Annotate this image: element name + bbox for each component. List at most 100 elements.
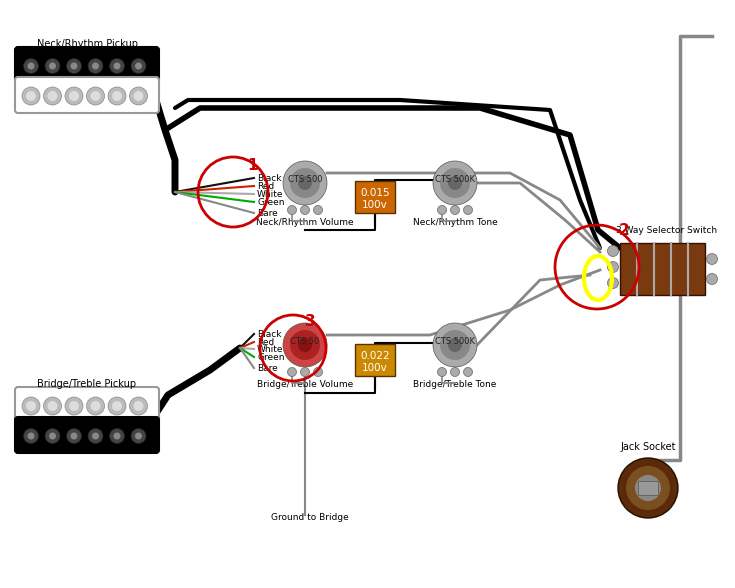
Circle shape bbox=[24, 429, 38, 443]
Circle shape bbox=[464, 205, 473, 215]
Circle shape bbox=[433, 161, 477, 205]
Circle shape bbox=[90, 91, 101, 101]
Circle shape bbox=[635, 475, 661, 501]
Circle shape bbox=[437, 205, 446, 215]
Circle shape bbox=[437, 368, 446, 376]
Circle shape bbox=[71, 62, 77, 69]
Text: CTS 50: CTS 50 bbox=[290, 336, 320, 346]
Circle shape bbox=[448, 176, 462, 190]
Circle shape bbox=[290, 168, 320, 198]
Circle shape bbox=[287, 368, 296, 376]
Text: Bridge/Treble Pickup: Bridge/Treble Pickup bbox=[37, 379, 137, 389]
Circle shape bbox=[108, 87, 126, 105]
Circle shape bbox=[301, 368, 309, 376]
Circle shape bbox=[26, 401, 36, 411]
Circle shape bbox=[131, 429, 146, 443]
FancyBboxPatch shape bbox=[15, 417, 159, 453]
Circle shape bbox=[433, 323, 477, 367]
Circle shape bbox=[69, 401, 79, 411]
Circle shape bbox=[88, 429, 103, 443]
Circle shape bbox=[24, 58, 38, 74]
Text: Green: Green bbox=[257, 198, 284, 206]
Circle shape bbox=[48, 401, 57, 411]
Circle shape bbox=[49, 433, 56, 439]
Circle shape bbox=[706, 273, 717, 285]
Circle shape bbox=[69, 91, 79, 101]
Circle shape bbox=[112, 91, 122, 101]
Circle shape bbox=[131, 58, 146, 74]
Circle shape bbox=[290, 330, 320, 360]
Text: Green: Green bbox=[257, 352, 284, 362]
Circle shape bbox=[48, 91, 57, 101]
Circle shape bbox=[92, 62, 99, 69]
Circle shape bbox=[113, 62, 121, 69]
Circle shape bbox=[88, 58, 103, 74]
Circle shape bbox=[43, 397, 62, 415]
Circle shape bbox=[135, 62, 142, 69]
Text: Red: Red bbox=[257, 338, 274, 346]
Circle shape bbox=[287, 205, 296, 215]
Text: Neck/Rhythm Tone: Neck/Rhythm Tone bbox=[412, 218, 498, 227]
Circle shape bbox=[49, 62, 56, 69]
Text: Jack Socket: Jack Socket bbox=[620, 442, 675, 452]
Circle shape bbox=[464, 368, 473, 376]
Circle shape bbox=[90, 401, 101, 411]
Text: CTS 500: CTS 500 bbox=[287, 175, 322, 183]
Circle shape bbox=[43, 87, 62, 105]
Text: White: White bbox=[257, 345, 284, 353]
Circle shape bbox=[22, 87, 40, 105]
Circle shape bbox=[26, 91, 36, 101]
Bar bbox=[355, 181, 395, 213]
Circle shape bbox=[92, 433, 99, 439]
Text: Neck/Rhythm Pickup: Neck/Rhythm Pickup bbox=[37, 39, 137, 49]
Circle shape bbox=[45, 58, 60, 74]
Bar bbox=[638, 481, 658, 495]
Circle shape bbox=[27, 62, 35, 69]
Circle shape bbox=[87, 397, 104, 415]
Text: 0.022
100v: 0.022 100v bbox=[360, 351, 390, 373]
Circle shape bbox=[301, 205, 309, 215]
Text: Bare: Bare bbox=[257, 209, 278, 218]
Text: CTS 500K: CTS 500K bbox=[435, 336, 475, 346]
Text: 0.015
100v: 0.015 100v bbox=[360, 188, 390, 210]
Text: 3 Way Selector Switch: 3 Way Selector Switch bbox=[617, 226, 717, 235]
FancyBboxPatch shape bbox=[15, 77, 159, 113]
Circle shape bbox=[298, 176, 312, 190]
Text: White: White bbox=[257, 189, 284, 199]
Circle shape bbox=[283, 323, 327, 367]
Circle shape bbox=[451, 368, 459, 376]
Circle shape bbox=[27, 433, 35, 439]
Text: Red: Red bbox=[257, 182, 274, 191]
Circle shape bbox=[110, 429, 124, 443]
Circle shape bbox=[283, 161, 327, 205]
Circle shape bbox=[618, 458, 678, 518]
Circle shape bbox=[129, 397, 148, 415]
Text: 3: 3 bbox=[305, 314, 315, 329]
Circle shape bbox=[440, 168, 470, 198]
Circle shape bbox=[608, 246, 618, 256]
Text: Ground to Bridge: Ground to Bridge bbox=[271, 513, 349, 522]
Text: CTS 500K: CTS 500K bbox=[435, 175, 475, 183]
Text: Black: Black bbox=[257, 329, 282, 339]
Text: Bridge/Treble Tone: Bridge/Treble Tone bbox=[413, 380, 497, 389]
Circle shape bbox=[112, 401, 122, 411]
Circle shape bbox=[87, 87, 104, 105]
Text: 1: 1 bbox=[247, 158, 257, 173]
Circle shape bbox=[451, 205, 459, 215]
FancyBboxPatch shape bbox=[15, 387, 159, 423]
Circle shape bbox=[134, 401, 143, 411]
Text: 2: 2 bbox=[619, 223, 630, 238]
Bar bbox=[355, 344, 395, 376]
Circle shape bbox=[66, 58, 82, 74]
Circle shape bbox=[22, 397, 40, 415]
Text: Black: Black bbox=[257, 173, 282, 182]
Circle shape bbox=[135, 433, 142, 439]
Circle shape bbox=[706, 253, 717, 265]
Circle shape bbox=[65, 87, 83, 105]
Circle shape bbox=[626, 466, 670, 510]
FancyBboxPatch shape bbox=[15, 47, 159, 83]
Circle shape bbox=[66, 429, 82, 443]
Circle shape bbox=[108, 397, 126, 415]
Circle shape bbox=[608, 278, 618, 289]
Circle shape bbox=[440, 330, 470, 360]
